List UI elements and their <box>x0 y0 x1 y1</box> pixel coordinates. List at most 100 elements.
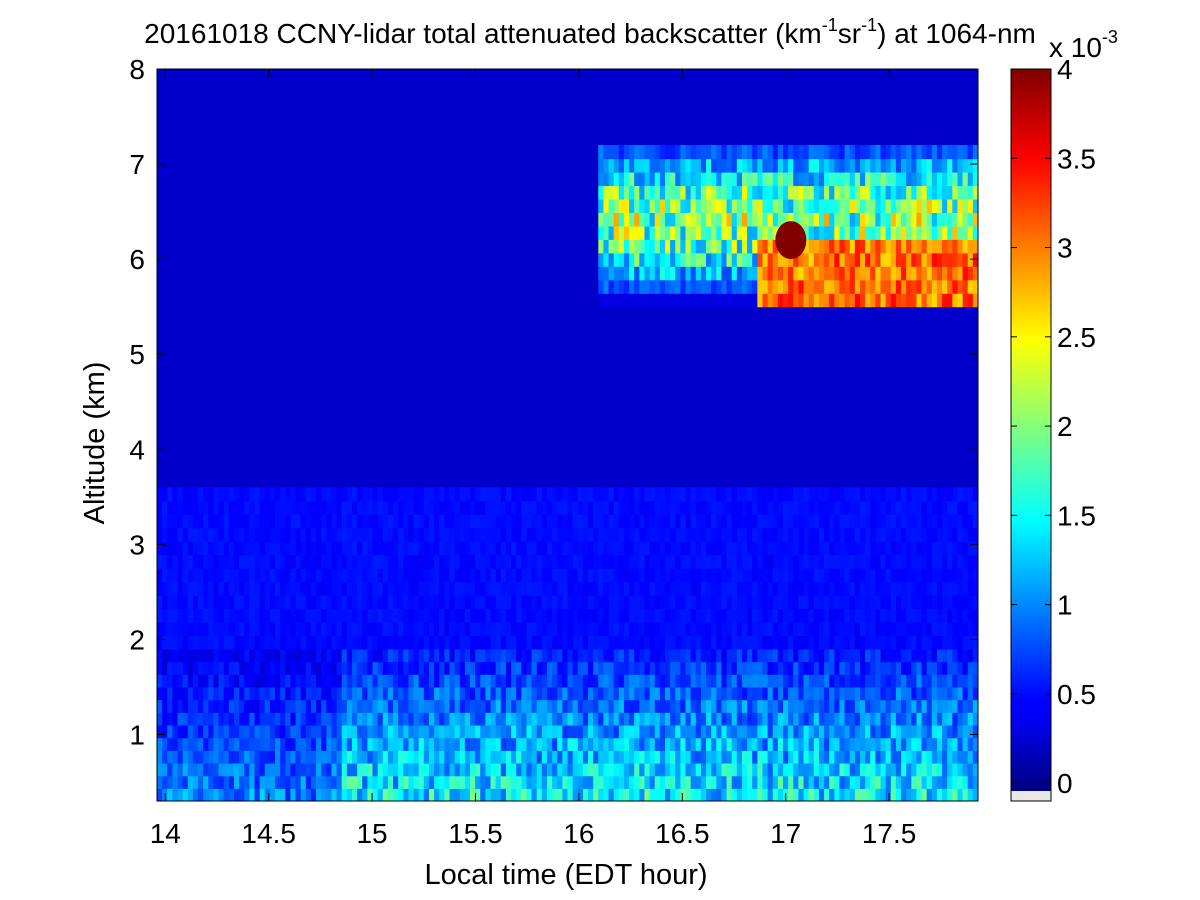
heatmap-cell <box>854 225 861 240</box>
heatmap-cell <box>511 514 517 529</box>
heatmap-cell <box>608 568 615 583</box>
heatmap-cell <box>275 648 281 663</box>
heatmap-cell <box>367 661 374 675</box>
heatmap-cell <box>762 674 769 688</box>
heatmap-cell <box>233 527 240 542</box>
heatmap-cell <box>490 527 497 542</box>
heatmap-cell <box>552 635 558 650</box>
heatmap-cell <box>695 252 702 267</box>
heatmap-cell <box>834 225 841 240</box>
heatmap-cell <box>844 266 851 281</box>
heatmap-cell <box>757 712 764 726</box>
heatmap-cell <box>295 686 302 701</box>
heatmap-cell <box>470 699 476 713</box>
heatmap-cell <box>649 762 656 777</box>
heatmap-cell <box>233 674 240 688</box>
heatmap-cell <box>957 648 964 663</box>
heatmap-cell <box>875 158 882 173</box>
heatmap-cell <box>711 568 717 583</box>
heatmap-cell <box>434 737 440 751</box>
heatmap-cell <box>275 788 281 801</box>
heatmap-cell <box>285 595 292 610</box>
heatmap-cell <box>254 541 261 556</box>
heatmap-cell <box>310 554 317 569</box>
heatmap-cell <box>788 266 794 281</box>
heatmap-cell <box>259 661 266 675</box>
heatmap-cell <box>475 568 481 583</box>
heatmap-cell <box>382 487 389 502</box>
heatmap-cell <box>911 185 918 200</box>
heatmap-cell <box>644 712 651 726</box>
heatmap-cell <box>208 487 215 502</box>
heatmap-cell <box>921 554 928 569</box>
heatmap-cell <box>690 279 697 294</box>
heatmap-cell <box>629 788 635 801</box>
heatmap-cell <box>172 635 179 650</box>
heatmap-cell <box>259 724 266 739</box>
heatmap-cell <box>572 608 579 623</box>
heatmap-cell <box>752 527 758 542</box>
heatmap-cell <box>321 500 327 515</box>
heatmap-cell <box>829 198 835 213</box>
heatmap-cell <box>824 500 830 515</box>
heatmap-cell <box>844 239 851 254</box>
heatmap-cell <box>367 788 374 801</box>
heatmap-cell <box>952 171 959 187</box>
heatmap-cell <box>741 293 748 308</box>
colorbar-ticks: 00.511.522.533.54 <box>1011 54 1096 799</box>
heatmap-cell <box>839 699 846 713</box>
heatmap-cell <box>736 750 743 764</box>
heatmap-cell <box>639 239 646 254</box>
heatmap-cell <box>500 635 507 650</box>
heatmap-cell <box>870 252 876 267</box>
heatmap-cell <box>834 527 841 542</box>
heatmap-cell <box>444 595 451 610</box>
heatmap-cell <box>757 661 764 675</box>
heatmap-cell <box>875 750 882 764</box>
heatmap-cell <box>926 252 933 267</box>
heatmap-cell <box>598 487 605 502</box>
heatmap-cell <box>967 212 974 227</box>
heatmap-cell <box>741 674 748 688</box>
heatmap-cell <box>562 541 569 556</box>
heatmap-cell <box>362 527 368 542</box>
heatmap-cell <box>757 635 764 650</box>
heatmap-cell <box>223 554 230 569</box>
heatmap-cell <box>213 699 220 713</box>
heatmap-cell <box>813 581 820 596</box>
heatmap-cell <box>895 171 902 187</box>
heatmap-cell <box>952 750 959 764</box>
heatmap-cell <box>351 724 358 739</box>
heatmap-cell <box>721 212 728 227</box>
heatmap-cell <box>403 514 410 529</box>
heatmap-cell <box>228 514 235 529</box>
heatmap-cell <box>762 699 769 713</box>
heatmap-cell <box>526 686 533 701</box>
heatmap-cell <box>803 737 810 751</box>
heatmap-cell <box>726 293 733 308</box>
heatmap-cell <box>752 145 758 160</box>
heatmap-cell <box>931 724 938 739</box>
heatmap-cell <box>428 686 435 701</box>
heatmap-cell <box>521 674 528 688</box>
heatmap-cell <box>818 514 825 529</box>
heatmap-cell <box>865 737 871 751</box>
heatmap-cell <box>783 212 789 227</box>
heatmap-cell <box>670 648 676 663</box>
heatmap-cell <box>798 674 805 688</box>
heatmap-cell <box>331 554 338 569</box>
heatmap-cell <box>382 762 389 777</box>
heatmap-cell <box>593 541 599 556</box>
heatmap-cell <box>572 621 579 637</box>
heatmap-cell <box>557 775 563 789</box>
heatmap-cell <box>777 762 784 777</box>
heatmap-cell <box>367 621 374 637</box>
heatmap-cell <box>675 699 681 713</box>
heatmap-cell <box>608 775 615 789</box>
heatmap-cell <box>254 514 261 529</box>
heatmap-cell <box>952 699 959 713</box>
heatmap-cell <box>808 750 815 764</box>
heatmap-cell <box>603 293 610 308</box>
heatmap-cell <box>608 541 615 556</box>
heatmap-cell <box>839 712 846 726</box>
